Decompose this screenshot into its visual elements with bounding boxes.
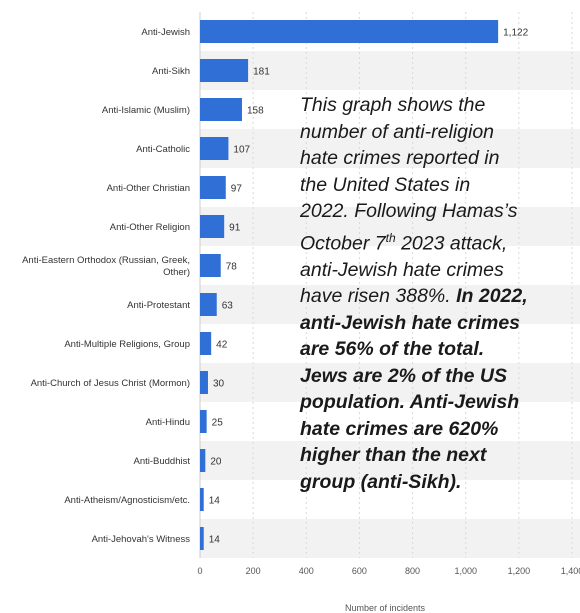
annotation-line: hate crimes reported in [300,147,500,169]
x-tick-label: 600 [352,566,367,576]
annotation-fragment: have risen 388%. [300,285,457,307]
category-label: Anti-Hindu [146,417,190,428]
x-tick-label: 1,400 [561,566,580,576]
bar [200,527,204,550]
category-label: Anti-Church of Jesus Christ (Mormon) [31,378,190,389]
category-label: Anti-Other Religion [110,222,190,233]
value-label: 20 [210,457,222,468]
row-stripe [200,441,580,480]
annotation-text: This graph shows the number of anti-reli… [300,92,568,495]
row-stripe [200,207,580,246]
annotation-line: higher than the next [300,444,487,466]
value-label: 14 [209,496,221,507]
category-label: Anti-Catholic [136,144,190,155]
value-label: 25 [212,418,224,429]
bar [200,488,204,511]
bars [200,20,499,550]
annotation-line: Jews are 2% of the US [300,364,507,387]
annotation-line: group (anti-Sikh). [300,470,462,493]
annotation-line: anti-Jewish hate crimes [300,258,504,281]
x-tick-label: 1,200 [508,566,531,576]
value-label: 97 [231,184,243,195]
value-label: 107 [233,145,250,156]
x-tick-label: 200 [246,566,261,576]
bar [200,254,221,277]
category-label: Anti-Jehovah's Witness [92,534,191,545]
category-label: Anti-Buddhist [133,456,190,467]
bar [200,332,212,355]
bar [200,59,249,82]
value-label: 14 [209,535,221,546]
category-label: Anti-Islamic (Muslim) [102,105,190,116]
category-label: Anti-Atheism/Agnosticism/etc. [64,495,190,506]
x-tick-label: 800 [405,566,420,576]
bar [200,371,208,394]
x-tick-label: 400 [299,566,314,576]
x-tick-labels: 0 200 400 600 800 1,000 1,200 1,400 [197,566,580,576]
annotation-line: anti-Jewish hate crimes [300,311,521,334]
row-stripe [200,285,580,324]
annotation-fragment: October 7 [300,232,386,254]
category-label: Anti-Sikh [152,66,190,77]
value-label: 181 [253,67,270,78]
annotation-line: have risen 388%. In 2022, [300,283,568,310]
value-label: 1,122 [503,28,528,39]
category-label: Anti-Eastern Orthodox (Russian, Greek, [22,255,190,266]
value-labels: 1,122 181 158 107 97 91 78 63 42 30 25 20 14 14 [209,28,529,546]
annotation-line: This graph shows the [300,94,486,116]
value-label: 42 [216,340,228,351]
x-tick-label: 1,000 [454,566,477,576]
annotation-line: number of anti-religion [300,120,495,143]
category-label: Anti-Protestant [127,300,190,311]
bar [200,293,217,316]
annotation-line: October 7th 2023 attack, [300,225,568,257]
x-tick-label: 0 [197,566,202,576]
category-label: Other) [163,267,190,278]
bar [200,98,242,121]
annotation-line: the United States in [300,173,471,196]
bar [200,410,207,433]
row-stripe [200,363,580,402]
bar [200,449,206,472]
bar [200,20,499,43]
row-stripe [200,129,580,168]
annotation-line: hate crimes are 620% [300,417,499,440]
category-label: Anti-Jewish [141,27,190,38]
value-label: 91 [229,223,241,234]
value-label: 30 [213,379,225,390]
category-label: Anti-Other Christian [107,183,190,194]
bar [200,215,225,238]
category-labels: Anti-Jewish Anti-Sikh Anti-Islamic (Muslim… [22,27,190,545]
annotation-line: 2022. Following Hamas’s [300,200,518,222]
annotation-fragment: 2023 attack, [395,232,508,254]
value-label: 63 [222,301,234,312]
row-stripes [200,51,580,558]
row-stripe [200,519,580,558]
annotation-line: are 56% of the total. [300,338,485,360]
value-label: 158 [247,106,264,117]
x-axis-title: Number of incidents [345,603,426,613]
category-label: Anti-Multiple Religions, Group [64,339,190,350]
annotation-superscript: th [385,230,396,245]
row-stripe [200,51,580,90]
annotation-bold-fragment: In 2022, [456,285,528,307]
annotation-line: population. Anti-Jewish [300,391,520,413]
bar [200,176,226,199]
bar [200,137,229,160]
value-label: 78 [226,262,238,273]
